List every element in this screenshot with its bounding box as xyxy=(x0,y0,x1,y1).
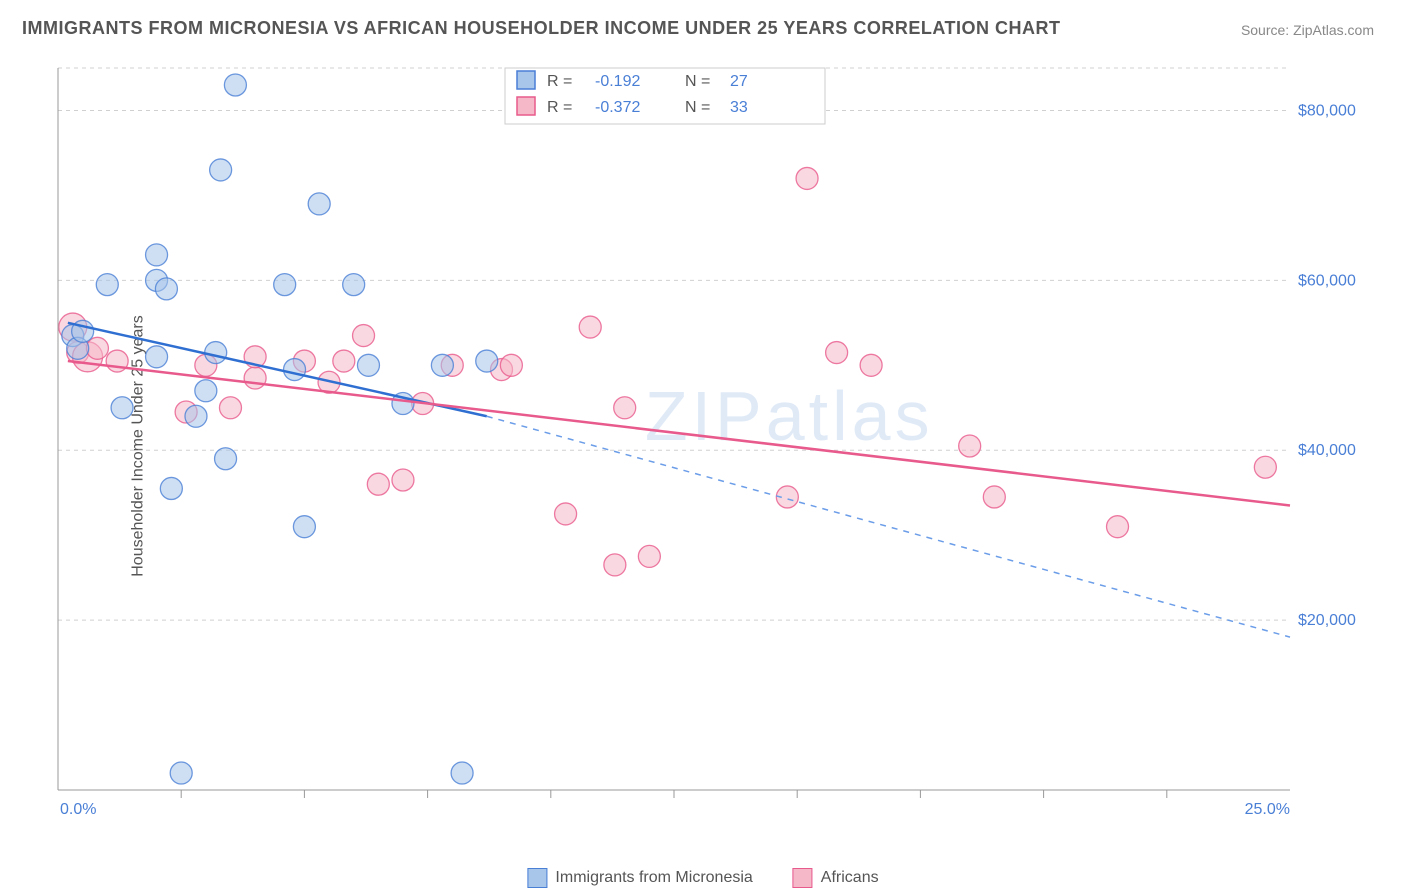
svg-text:$20,000: $20,000 xyxy=(1298,612,1356,629)
svg-text:N =: N = xyxy=(685,99,710,116)
chart-title: IMMIGRANTS FROM MICRONESIA VS AFRICAN HO… xyxy=(22,18,1061,39)
svg-text:-0.192: -0.192 xyxy=(595,73,640,90)
svg-text:25.0%: 25.0% xyxy=(1245,801,1290,818)
svg-text:R =: R = xyxy=(547,73,572,90)
legend-label-micronesia: Immigrants from Micronesia xyxy=(555,869,752,887)
svg-text:33: 33 xyxy=(730,99,748,116)
svg-text:0.0%: 0.0% xyxy=(60,801,96,818)
plot-area: $20,000 $40,000 $60,000 $80,000 ZIPatlas 0.0%… xyxy=(50,60,1370,820)
source-label: Source: ZipAtlas.com xyxy=(1241,22,1374,38)
svg-text:27: 27 xyxy=(730,73,748,90)
svg-text:N =: N = xyxy=(685,73,710,90)
svg-text:$40,000: $40,000 xyxy=(1298,442,1356,459)
svg-text:-0.372: -0.372 xyxy=(595,99,640,116)
legend-item-africans: Africans xyxy=(793,868,879,888)
svg-text:ZIPatlas: ZIPatlas xyxy=(645,377,934,455)
legend-swatch-pink xyxy=(793,868,813,888)
bottom-legend: Immigrants from Micronesia Africans xyxy=(527,868,878,888)
chart-svg: $20,000 $40,000 $60,000 $80,000 ZIPatlas 0.0%… xyxy=(50,60,1370,820)
svg-text:$80,000: $80,000 xyxy=(1298,102,1356,119)
legend-swatch-blue xyxy=(527,868,547,888)
svg-text:$60,000: $60,000 xyxy=(1298,272,1356,289)
chart-container: IMMIGRANTS FROM MICRONESIA VS AFRICAN HO… xyxy=(0,0,1406,892)
legend-item-micronesia: Immigrants from Micronesia xyxy=(527,868,752,888)
legend-label-africans: Africans xyxy=(821,869,879,887)
svg-text:R =: R = xyxy=(547,99,572,116)
